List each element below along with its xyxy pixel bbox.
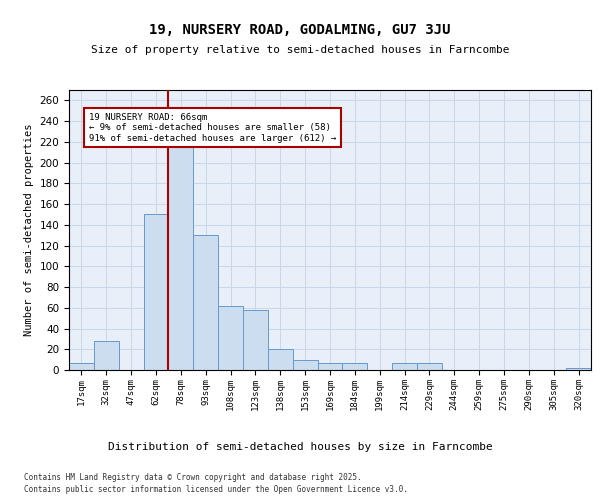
Bar	[243, 310, 268, 370]
Bar	[293, 360, 317, 370]
Bar	[268, 350, 293, 370]
Text: Contains HM Land Registry data © Crown copyright and database right 2025.: Contains HM Land Registry data © Crown c…	[24, 472, 362, 482]
Bar	[143, 214, 169, 370]
Bar	[417, 362, 442, 370]
Text: Contains public sector information licensed under the Open Government Licence v3: Contains public sector information licen…	[24, 485, 408, 494]
Bar	[218, 306, 243, 370]
Bar	[193, 235, 218, 370]
Bar	[392, 362, 417, 370]
Bar	[343, 362, 367, 370]
Bar	[169, 147, 193, 370]
Bar	[69, 362, 94, 370]
Bar	[94, 341, 119, 370]
Text: Distribution of semi-detached houses by size in Farncombe: Distribution of semi-detached houses by …	[107, 442, 493, 452]
Text: 19 NURSERY ROAD: 66sqm
← 9% of semi-detached houses are smaller (58)
91% of semi: 19 NURSERY ROAD: 66sqm ← 9% of semi-deta…	[89, 113, 336, 142]
Bar	[566, 368, 591, 370]
Bar	[317, 362, 343, 370]
Text: Size of property relative to semi-detached houses in Farncombe: Size of property relative to semi-detach…	[91, 45, 509, 55]
Y-axis label: Number of semi-detached properties: Number of semi-detached properties	[24, 124, 34, 336]
Text: 19, NURSERY ROAD, GODALMING, GU7 3JU: 19, NURSERY ROAD, GODALMING, GU7 3JU	[149, 22, 451, 36]
